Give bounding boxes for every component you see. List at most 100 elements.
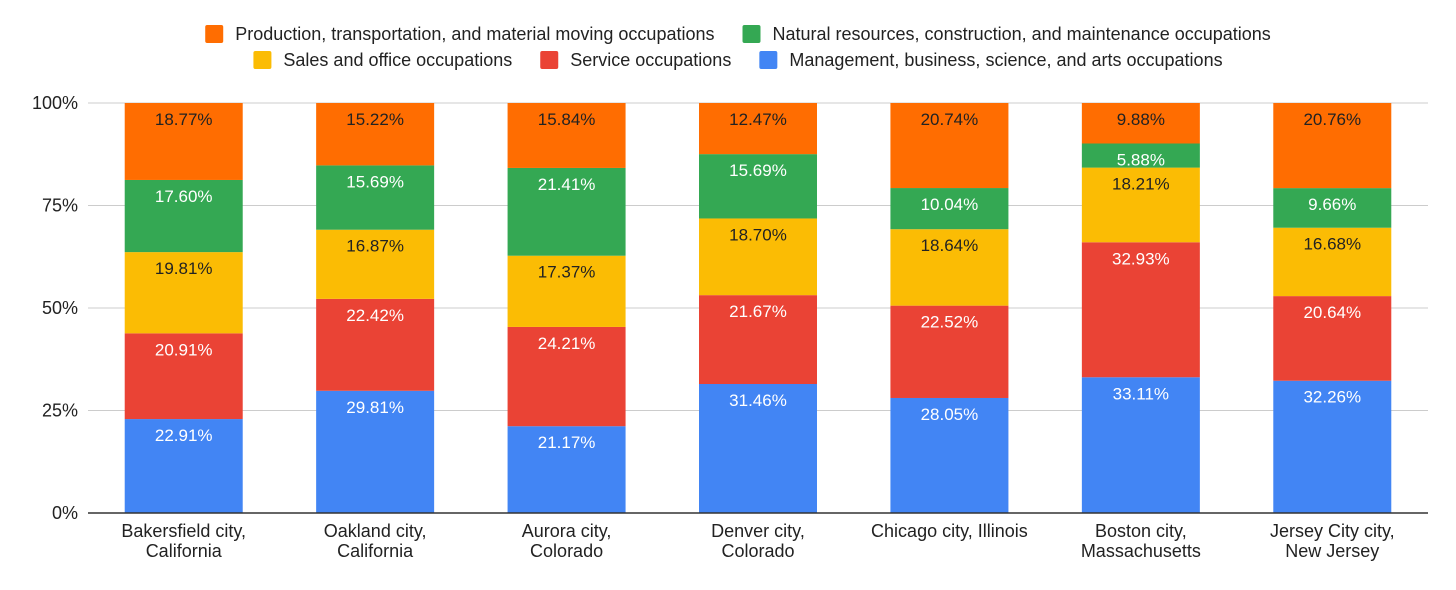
legend-swatch	[759, 51, 778, 69]
x-tick-label: Chicago city, Illinois	[871, 521, 1028, 541]
bar-segment	[699, 295, 817, 385]
legend-swatch	[205, 25, 224, 43]
bar-segment	[316, 103, 435, 166]
bar-segment	[124, 103, 243, 180]
x-tick-label: Bakersfield city, California	[121, 521, 246, 561]
data-label: 15.69%	[729, 161, 787, 180]
data-label: 20.74%	[921, 110, 979, 129]
data-label: 16.68%	[1303, 235, 1361, 254]
bar-stack: 33.11% 32.93% 18.21% 5.88% 9.88%	[1081, 103, 1200, 513]
legend-item: Sales and office occupations	[253, 50, 512, 70]
y-tick-label: 0%	[52, 503, 78, 523]
bar-segment	[890, 103, 1009, 189]
data-label: 9.88%	[1117, 110, 1165, 129]
data-label: 31.46%	[729, 391, 787, 410]
y-tick-label: 25%	[42, 401, 78, 421]
bar-segment	[1273, 227, 1392, 297]
bar-segment	[1081, 377, 1200, 513]
legend-swatch	[540, 51, 559, 69]
data-label: 5.88%	[1117, 151, 1165, 170]
bar-segment	[1273, 296, 1392, 381]
y-axis-ticks: 0% 25% 50% 75% 100%	[32, 93, 78, 523]
bar-segment	[890, 188, 1009, 230]
data-label: 32.26%	[1303, 388, 1361, 407]
data-label: 18.70%	[729, 225, 787, 244]
bar-segment	[124, 333, 243, 420]
data-label: 21.41%	[538, 175, 596, 194]
y-tick-label: 50%	[42, 298, 78, 318]
bar-segment	[890, 397, 1009, 513]
bar-segment	[699, 154, 817, 219]
bar-segment	[699, 218, 817, 296]
bar-stack: 31.46% 21.67% 18.70% 15.69% 12.47%	[699, 103, 817, 513]
bar-segment	[1081, 103, 1200, 144]
y-tick-label: 100%	[32, 93, 78, 113]
legend-swatch	[253, 51, 272, 69]
data-label: 16.87%	[346, 237, 404, 256]
legend-item: Service occupations	[540, 50, 731, 70]
x-tick-label: Boston city, Massachusetts	[1081, 521, 1201, 561]
data-label: 32.93%	[1112, 249, 1170, 268]
legend-label: Service occupations	[570, 50, 731, 70]
bar-segment	[316, 298, 435, 391]
legend-item: Management, business, science, and arts …	[759, 50, 1223, 70]
data-label: 15.84%	[538, 110, 596, 129]
data-label: 28.05%	[921, 405, 979, 424]
data-label: 10.04%	[921, 195, 979, 214]
x-tick-label: Jersey City city, New Jersey	[1270, 521, 1395, 561]
bar-stack: 28.05% 22.52% 18.64% 10.04% 20.74%	[890, 103, 1009, 513]
data-label: 20.64%	[1303, 303, 1361, 322]
data-label: 29.81%	[346, 398, 404, 417]
x-tick-label: Denver city, Colorado	[711, 521, 805, 561]
data-label: 15.69%	[346, 172, 404, 191]
bar-segment	[316, 229, 435, 299]
data-label: 17.37%	[538, 263, 596, 282]
y-tick-label: 75%	[42, 196, 78, 216]
data-label: 22.91%	[155, 426, 213, 445]
bar-segment	[1273, 188, 1392, 228]
bar-segment	[1081, 242, 1200, 378]
legend-item: Natural resources, construction, and mai…	[742, 24, 1271, 44]
bar-segment	[1081, 167, 1200, 243]
data-label: 22.42%	[346, 306, 404, 325]
bar-segment	[1273, 380, 1392, 513]
data-label: 19.81%	[155, 259, 213, 278]
bar-segment	[507, 167, 626, 256]
x-tick-label: Oakland city, California	[324, 521, 427, 561]
bar-segment	[890, 229, 1009, 306]
x-axis: Bakersfield city, California Oakland city,…	[88, 512, 1428, 561]
bar-stack: 22.91% 20.91% 19.81% 17.60% 18.77%	[124, 103, 243, 513]
data-label: 12.47%	[729, 110, 787, 129]
data-label: 24.21%	[538, 334, 596, 353]
bar-segment	[507, 426, 626, 513]
bar-segment	[507, 255, 626, 327]
bars: 22.91% 20.91% 19.81% 17.60% 18.77% 29.81% 22.4…	[124, 103, 1392, 513]
bar-segment	[699, 384, 817, 513]
bar-stack: 29.81% 22.42% 16.87% 15.69% 15.22%	[316, 103, 435, 513]
bar-segment	[890, 305, 1009, 398]
bar-stack: 32.26% 20.64% 16.68% 9.66% 20.76%	[1273, 103, 1392, 513]
legend: Production, transportation, and material…	[205, 24, 1271, 70]
legend-label: Sales and office occupations	[283, 50, 512, 70]
legend-label: Natural resources, construction, and mai…	[773, 24, 1271, 44]
legend-label: Management, business, science, and arts …	[789, 50, 1222, 70]
bar-segment	[124, 252, 243, 334]
data-label: 17.60%	[155, 187, 213, 206]
legend-label: Production, transportation, and material…	[235, 24, 714, 44]
bar-stack: 21.17% 24.21% 17.37% 21.41% 15.84%	[507, 103, 626, 513]
bar-segment	[699, 103, 817, 155]
data-label: 20.76%	[1303, 110, 1361, 129]
bar-segment	[507, 326, 626, 427]
data-label: 21.17%	[538, 433, 596, 452]
data-label: 21.67%	[729, 302, 787, 321]
data-label: 18.21%	[1112, 175, 1170, 194]
bar-segment	[124, 179, 243, 253]
data-label: 18.64%	[921, 236, 979, 255]
data-label: 22.52%	[921, 313, 979, 332]
data-label: 18.77%	[155, 110, 213, 129]
legend-swatch	[742, 25, 761, 43]
bar-segment	[1081, 143, 1200, 168]
bar-segment	[316, 390, 435, 513]
bar-segment	[1273, 103, 1392, 189]
